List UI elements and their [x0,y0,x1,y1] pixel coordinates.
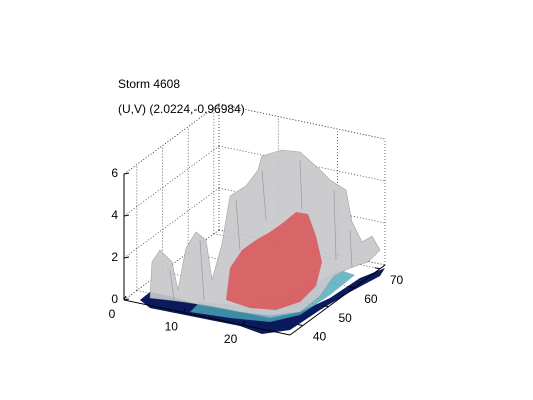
y-tick [297,324,303,327]
grid-line [218,103,386,140]
z-tick [123,298,130,301]
y-tick-label: 60 [364,292,378,306]
z-tick-label: 6 [111,166,118,180]
z-tick-label: 4 [111,208,118,222]
y-tick-label: 70 [390,273,404,287]
red-core [226,212,322,310]
chart-title: Storm 4608 [118,77,180,91]
x-tick-label: 10 [165,320,179,334]
chart-subtitle: (U,V) (2.0224,-0.96984) [118,102,245,116]
y-tick [323,305,329,308]
z-tick [123,172,130,175]
y-tick-label: 40 [313,330,327,344]
z-tick [123,256,130,259]
x-tick [242,320,246,326]
y-axis [289,264,386,336]
x-tick [123,295,127,301]
x-tick-label: 0 [109,307,116,321]
y-tick [349,286,355,289]
y-tick [374,267,380,270]
x-tick-label: 20 [224,332,238,346]
y-tick-label: 50 [339,311,353,325]
z-tick [123,214,130,217]
x-tick [182,308,186,313]
outer-surface [149,149,381,317]
base-slice [140,268,385,334]
z-tick-label: 0 [111,292,118,306]
surface-shading [169,159,353,301]
z-tick-label: 2 [111,250,118,264]
x-axis [123,299,291,336]
isosurface [140,149,385,334]
